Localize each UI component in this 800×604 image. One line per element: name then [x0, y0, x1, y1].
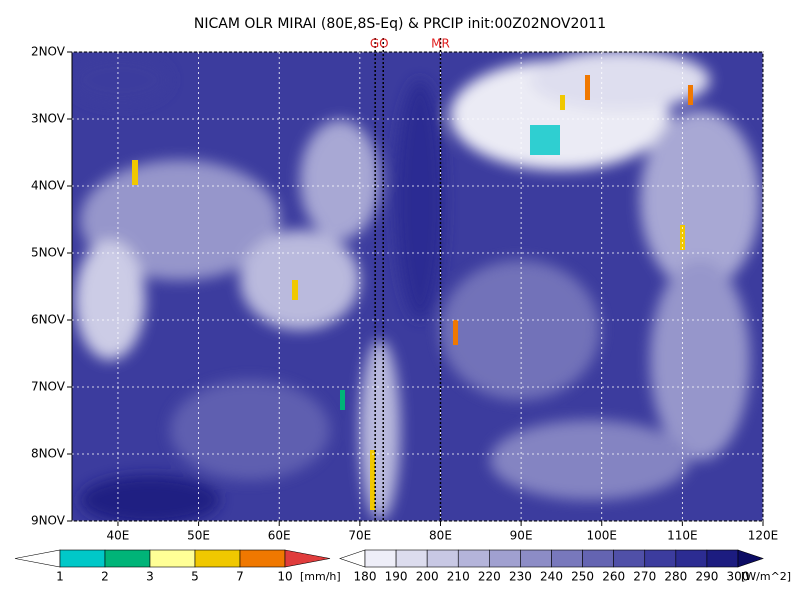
colorbar-box	[551, 549, 583, 568]
colorbar-box	[457, 549, 490, 568]
colorbar-box	[675, 549, 708, 568]
colorbar-triangle	[14, 549, 61, 568]
colorbar-box	[426, 549, 459, 568]
colorbar-box	[520, 549, 552, 568]
marker-label: GO	[370, 37, 389, 51]
colorbar-label: 260	[602, 570, 625, 584]
y-tick-label: 4NOV	[31, 179, 66, 193]
y-tick-label: 7NOV	[31, 380, 66, 394]
x-tick-label: 40E	[107, 529, 130, 543]
colorbar-triangle	[284, 549, 331, 568]
marker-label: MR	[431, 37, 450, 51]
y-tick-label: 5NOV	[31, 246, 66, 260]
colorbar-label: 230	[509, 570, 532, 584]
x-tick-label: 80E	[429, 529, 452, 543]
x-tick-label: 50E	[187, 529, 210, 543]
colorbar-unit: [mm/h]	[300, 570, 341, 583]
colorbar-label: 250	[571, 570, 594, 584]
colorbar-box	[489, 549, 521, 568]
colorbar-label: 220	[478, 570, 501, 584]
colorbar-label: 1	[56, 570, 64, 584]
colorbar-triangle	[339, 549, 366, 568]
colorbar-label: 5	[191, 570, 199, 584]
colorbar-box	[644, 549, 677, 568]
colorbar-label: 290	[695, 570, 718, 584]
colorbar-box	[59, 549, 106, 568]
colorbar-label: 200	[416, 570, 439, 584]
colorbar-box	[706, 549, 739, 568]
colorbar-label: 280	[664, 570, 687, 584]
colorbar-label: 270	[633, 570, 656, 584]
y-tick-label: 3NOV	[31, 112, 66, 126]
colorbar-box	[194, 549, 241, 568]
colorbar-box	[149, 549, 196, 568]
colorbar-label: 190	[385, 570, 408, 584]
colorbar-label: 10	[277, 570, 292, 584]
x-tick-label: 120E	[748, 529, 779, 543]
x-tick-label: 70E	[348, 529, 371, 543]
colorbar-box	[104, 549, 151, 568]
colorbar-box	[613, 549, 646, 568]
x-tick-label: 100E	[586, 529, 617, 543]
colorbar-box	[395, 549, 428, 568]
colorbar-label: 2	[101, 570, 109, 584]
colorbar-label: 210	[447, 570, 470, 584]
colorbar-box	[364, 549, 397, 568]
colorbar-box	[239, 549, 286, 568]
y-tick-label: 9NOV	[31, 514, 66, 528]
x-tick-label: 60E	[268, 529, 291, 543]
y-tick-label: 2NOV	[31, 45, 66, 59]
chart-title: NICAM OLR MIRAI (80E,8S-Eq) & PRCIP init…	[194, 16, 606, 32]
colorbar-box	[582, 549, 614, 568]
colorbar-label: 3	[146, 570, 154, 584]
colorbar-label: 7	[236, 570, 244, 584]
colorbar-label: 240	[540, 570, 563, 584]
colorbar-unit: [W/m^2]	[741, 570, 791, 583]
x-tick-label: 110E	[667, 529, 698, 543]
olr-field	[72, 52, 763, 521]
x-tick-label: 90E	[510, 529, 533, 543]
colorbar-label: 300	[727, 570, 750, 584]
y-tick-label: 6NOV	[31, 313, 66, 327]
y-tick-label: 8NOV	[31, 447, 66, 461]
colorbar-triangle	[737, 549, 764, 568]
colorbar-label: 180	[354, 570, 377, 584]
